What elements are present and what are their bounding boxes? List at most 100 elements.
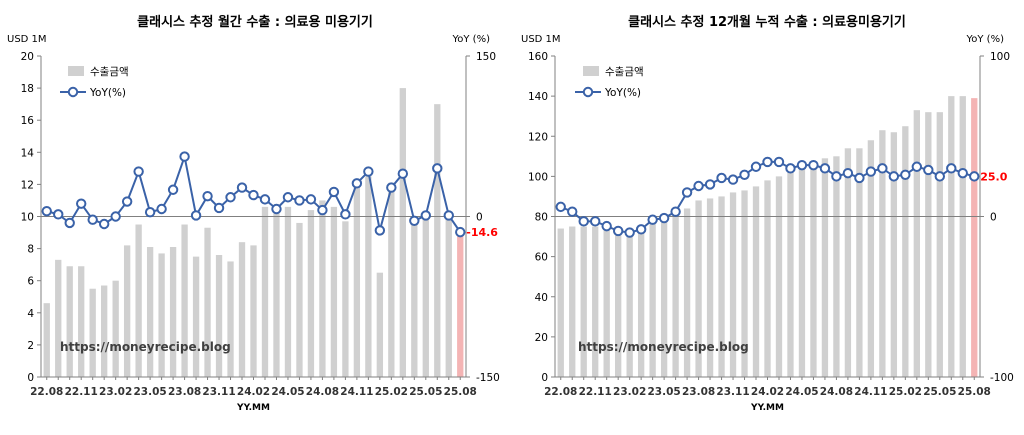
last-yoy-label: 25.0 <box>980 170 1007 183</box>
x-tick-label: 24.08 <box>306 386 339 398</box>
yoy-point <box>248 189 259 201</box>
bar <box>434 104 441 378</box>
yoy-point <box>305 194 317 205</box>
bar <box>879 130 886 377</box>
yoy-point <box>179 151 190 162</box>
bar <box>192 256 200 377</box>
bar <box>78 266 85 377</box>
yoy-point <box>87 214 98 225</box>
yoy-point <box>739 169 750 180</box>
yoy-point <box>236 182 248 193</box>
bar <box>204 227 211 377</box>
yoy-point <box>386 182 397 193</box>
bar <box>626 230 633 377</box>
bar <box>948 96 955 377</box>
bar <box>422 213 429 377</box>
legend-bar-swatch <box>68 66 84 76</box>
left-tick-label: 0 <box>27 372 34 384</box>
left-tick-label: 8 <box>27 244 34 256</box>
bar <box>856 148 863 377</box>
bar <box>66 266 73 377</box>
left-axis-unit: USD 1M <box>521 34 561 45</box>
bar <box>250 245 257 377</box>
chart-title: 클래시스 추정 12개월 누적 수출 : 의료용미용기기 <box>628 14 906 30</box>
yoy-point <box>704 179 716 190</box>
left-tick-label: 20 <box>21 51 34 63</box>
left-tick-label: 100 <box>528 171 548 183</box>
x-tick-label: 23.05 <box>648 386 681 398</box>
yoy-point <box>750 161 762 172</box>
yoy-point <box>716 172 727 184</box>
bar <box>284 206 292 377</box>
yoy-point <box>635 224 647 235</box>
yoy-point <box>443 210 454 221</box>
bar <box>890 132 898 377</box>
left-tick-label: 12 <box>21 179 34 191</box>
yoy-point <box>796 159 808 171</box>
x-tick-label: 23.11 <box>716 386 749 398</box>
yoy-point <box>374 225 386 236</box>
bar <box>215 255 223 377</box>
x-tick-label: 22.08 <box>30 386 63 398</box>
right-tick-label: -150 <box>476 372 500 384</box>
x-tick-label: 24.02 <box>751 386 784 398</box>
bar <box>296 222 303 377</box>
x-tick-label: 23.08 <box>168 386 201 398</box>
x-tick-label: 25.02 <box>889 386 922 398</box>
left-tick-label: 60 <box>535 252 548 264</box>
left-tick-label: 160 <box>528 51 548 63</box>
bar <box>330 206 338 377</box>
bar <box>936 112 943 378</box>
yoy-point <box>64 217 75 229</box>
bar <box>913 110 920 377</box>
yoy-point <box>865 166 877 177</box>
left-tick-label: 80 <box>535 212 548 224</box>
yoy-point <box>624 227 635 238</box>
bar <box>672 214 679 377</box>
yoy-point <box>842 167 854 179</box>
yoy-point <box>455 226 466 238</box>
x-tick-label: 23.02 <box>99 386 132 398</box>
yoy-point <box>923 164 934 176</box>
bar <box>158 253 165 377</box>
left-tick-label: 2 <box>27 340 34 352</box>
x-axis-label: YY.MM <box>750 403 784 413</box>
yoy-point <box>317 204 328 216</box>
right-tick-label: 0 <box>990 212 997 224</box>
bar <box>457 232 464 377</box>
bar <box>971 98 978 377</box>
bar <box>399 88 406 377</box>
bar <box>101 285 108 377</box>
bar <box>146 246 154 377</box>
bar <box>169 246 177 377</box>
legend-line-label: YoY(%) <box>89 87 126 99</box>
x-tick-label: 24.11 <box>854 386 887 398</box>
x-tick-label: 24.08 <box>820 386 853 398</box>
yoy-point <box>900 169 911 180</box>
legend-bar-label: 수출금액 <box>605 66 644 78</box>
right-tick-label: 100 <box>990 51 1010 63</box>
bar <box>43 303 50 377</box>
yoy-point <box>432 163 443 174</box>
x-tick-label: 22.08 <box>544 386 577 398</box>
x-tick-label: 25.08 <box>444 386 477 398</box>
yoy-point <box>934 171 945 182</box>
x-tick-label: 25.02 <box>375 386 408 398</box>
bar <box>557 228 564 377</box>
bar <box>319 200 326 377</box>
right-tick-label: 0 <box>476 212 483 224</box>
yoy-point <box>110 211 121 222</box>
x-tick-label: 25.08 <box>958 386 991 398</box>
yoy-point <box>156 203 167 215</box>
x-tick-label: 23.05 <box>134 386 167 398</box>
bar <box>135 224 142 377</box>
yoy-point <box>762 156 773 168</box>
yoy-point <box>363 166 374 177</box>
x-tick-label: 23.11 <box>202 386 235 398</box>
bar <box>844 148 852 377</box>
bar <box>592 226 599 377</box>
x-tick-label: 24.05 <box>785 386 818 398</box>
bar <box>365 176 372 377</box>
bar <box>445 214 452 377</box>
